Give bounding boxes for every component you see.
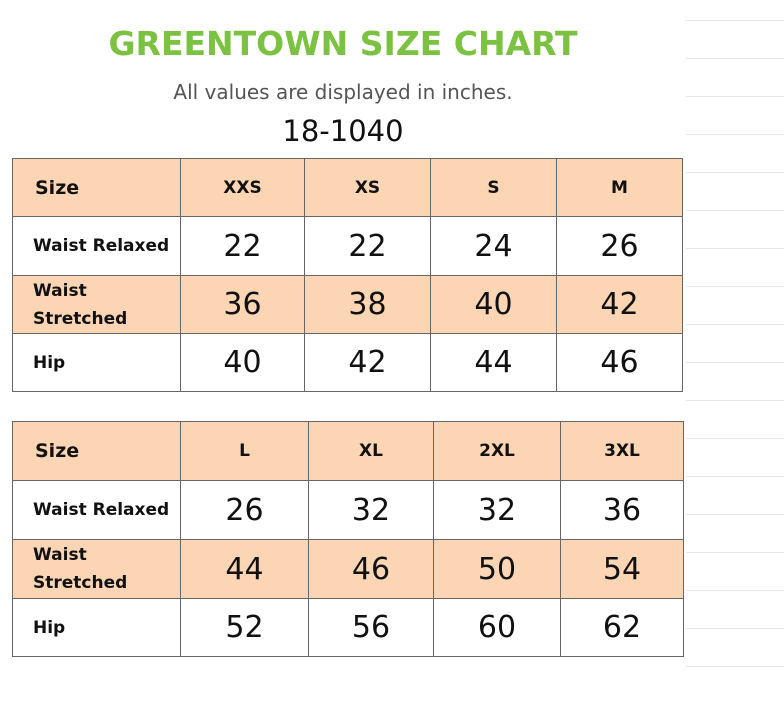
row-label: Waist Stretched: [12, 275, 181, 334]
size-header-cell: 2XL: [433, 421, 561, 481]
table-row: Waist Relaxed 26 32 32 36: [12, 480, 684, 540]
size-header-label: Size: [12, 158, 181, 217]
size-header-cell: L: [180, 421, 309, 481]
measurement-cell: 54: [560, 539, 684, 599]
table-row: Waist Relaxed 22 22 24 26: [12, 216, 683, 276]
size-header-label: Size: [12, 421, 181, 481]
size-header-cell: XL: [308, 421, 434, 481]
measurement-cell: 40: [430, 275, 557, 334]
measurement-cell: 44: [180, 539, 309, 599]
header-row: Size XXS XS S M: [12, 158, 683, 217]
measurement-cell: 42: [556, 275, 683, 334]
product-code: 18-1040: [282, 114, 404, 148]
measurement-cell: 22: [304, 216, 431, 276]
size-header-cell: 3XL: [560, 421, 684, 481]
size-header-cell: XXS: [180, 158, 305, 217]
row-label: Waist Stretched: [12, 539, 181, 599]
measurement-cell: 44: [430, 333, 557, 392]
size-header-cell: M: [556, 158, 683, 217]
measurement-cell: 46: [556, 333, 683, 392]
table-row: Hip 40 42 44 46: [12, 333, 683, 392]
row-label: Hip: [12, 598, 181, 657]
measurement-cell: 26: [556, 216, 683, 276]
measurement-cell: 24: [430, 216, 557, 276]
measurement-cell: 50: [433, 539, 561, 599]
page-title: GREENTOWN SIZE CHART: [108, 24, 578, 63]
size-table-small: Size XXS XS S M Waist Relaxed 22 22 24 2…: [12, 158, 683, 392]
size-header-cell: S: [430, 158, 557, 217]
measurement-cell: 36: [180, 275, 305, 334]
measurement-cell: 22: [180, 216, 305, 276]
row-label: Waist Relaxed: [12, 216, 181, 276]
row-label: Hip: [12, 333, 181, 392]
measurement-cell: 60: [433, 598, 561, 657]
table-row: Waist Stretched 44 46 50 54: [12, 539, 684, 599]
measurement-cell: 56: [308, 598, 434, 657]
table-row: Hip 52 56 60 62: [12, 598, 684, 657]
measurement-cell: 36: [560, 480, 684, 540]
size-table-large: Size L XL 2XL 3XL Waist Relaxed 26 32 32…: [12, 421, 684, 657]
table-row: Waist Stretched 36 38 40 42: [12, 275, 683, 334]
row-label: Waist Relaxed: [12, 480, 181, 540]
header-row: Size L XL 2XL 3XL: [12, 421, 684, 481]
measurement-cell: 52: [180, 598, 309, 657]
measurement-cell: 42: [304, 333, 431, 392]
measurement-cell: 32: [433, 480, 561, 540]
measurement-cell: 38: [304, 275, 431, 334]
units-subtitle: All values are displayed in inches.: [173, 80, 513, 104]
measurement-cell: 46: [308, 539, 434, 599]
size-chart-sheet: GREENTOWN SIZE CHART All values are disp…: [12, 24, 684, 657]
measurement-cell: 32: [308, 480, 434, 540]
measurement-cell: 40: [180, 333, 305, 392]
size-header-cell: XS: [304, 158, 431, 217]
measurement-cell: 62: [560, 598, 684, 657]
measurement-cell: 26: [180, 480, 309, 540]
